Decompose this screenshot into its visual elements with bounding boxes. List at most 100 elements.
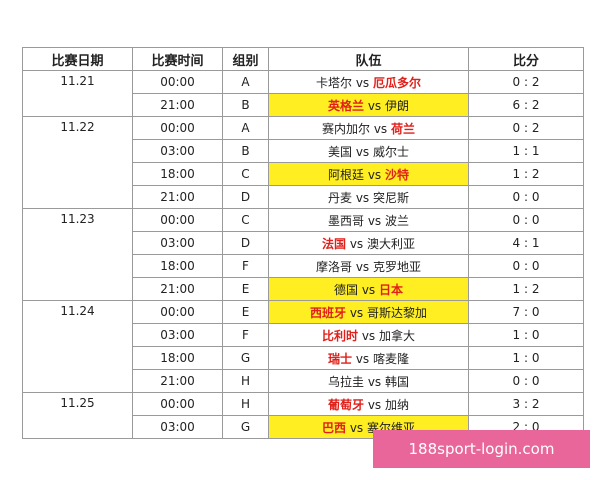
away-team: 沙特 bbox=[385, 167, 410, 182]
vs-label: vs bbox=[349, 305, 364, 320]
group-cell: A bbox=[222, 116, 269, 140]
away-team: 日本 bbox=[379, 282, 404, 297]
group-cell: B bbox=[222, 139, 269, 163]
score-cell: 7 : 0 bbox=[468, 300, 584, 324]
teams-cell: 瑞士 vs 喀麦隆 bbox=[268, 346, 469, 370]
score-cell: 1 : 2 bbox=[468, 162, 584, 186]
vs-label: vs bbox=[355, 351, 370, 366]
score-cell: 4 : 1 bbox=[468, 231, 584, 255]
home-team: 美国 bbox=[327, 144, 352, 159]
header-cell: 队伍 bbox=[268, 47, 469, 71]
time-cell: 21:00 bbox=[132, 93, 223, 117]
schedule-table: 比赛日期 比赛时间 组别 队伍 比分 11.21 00:00 A 卡塔尔 vs 厄瓜多尔 0 :… bbox=[22, 47, 584, 439]
group-cell: F bbox=[222, 254, 269, 278]
group-cell: D bbox=[222, 185, 269, 209]
teams-cell: 赛内加尔 vs 荷兰 bbox=[268, 116, 469, 140]
away-team: 韩国 bbox=[385, 374, 410, 389]
away-team: 伊朗 bbox=[385, 98, 410, 113]
time-cell: 00:00 bbox=[132, 300, 223, 324]
header-row: 比赛日期 比赛时间 组别 队伍 比分 bbox=[22, 47, 584, 71]
teams-cell: 西班牙 vs 哥斯达黎加 bbox=[268, 300, 469, 324]
group-cell: H bbox=[222, 392, 269, 416]
vs-label: vs bbox=[355, 144, 370, 159]
vs-label: vs bbox=[361, 328, 376, 343]
match-row: 11.23 00:00 C 墨西哥 vs 波兰 0 : 0 bbox=[22, 208, 584, 301]
watermark: 188sport-login.com bbox=[373, 430, 590, 468]
teams-cell: 美国 vs 威尔士 bbox=[268, 139, 469, 163]
time-cell: 00:00 bbox=[132, 208, 223, 232]
home-team: 乌拉圭 bbox=[327, 374, 364, 389]
time-cell: 03:00 bbox=[132, 415, 223, 439]
group-cell: C bbox=[222, 208, 269, 232]
teams-cell: 墨西哥 vs 波兰 bbox=[268, 208, 469, 232]
group-cell: B bbox=[222, 93, 269, 117]
date-cell: 11.25 bbox=[22, 392, 133, 439]
match-row: 03:00 B 美国 vs 威尔士 1 : 1 bbox=[23, 139, 584, 163]
home-team: 西班牙 bbox=[309, 305, 346, 320]
match-row: 03:00 F 比利时 vs 加拿大 1 : 0 bbox=[23, 323, 584, 347]
vs-label: vs bbox=[355, 259, 370, 274]
match-row: 21:00 B 英格兰 vs 伊朗 6 : 2 bbox=[23, 93, 584, 117]
away-team: 克罗地亚 bbox=[373, 259, 422, 274]
time-cell: 21:00 bbox=[132, 277, 223, 301]
time-cell: 18:00 bbox=[132, 254, 223, 278]
teams-cell: 摩洛哥 vs 克罗地亚 bbox=[268, 254, 469, 278]
group-cell: F bbox=[222, 323, 269, 347]
score-cell: 0 : 0 bbox=[468, 208, 584, 232]
match-row: 21:00 E 德国 vs 日本 1 : 2 bbox=[23, 277, 584, 301]
home-team: 墨西哥 bbox=[327, 213, 364, 228]
home-team: 法国 bbox=[321, 236, 346, 251]
match-row: 11.24 00:00 E 西班牙 vs 哥斯达黎加 7 : 0 bbox=[22, 300, 584, 393]
teams-cell: 卡塔尔 vs 厄瓜多尔 bbox=[268, 70, 469, 94]
teams-cell: 法国 vs 澳大利亚 bbox=[268, 231, 469, 255]
group-cell: E bbox=[222, 277, 269, 301]
vs-label: vs bbox=[355, 190, 370, 205]
teams-cell: 葡萄牙 vs 加纳 bbox=[268, 392, 469, 416]
score-cell: 1 : 1 bbox=[468, 139, 584, 163]
time-cell: 21:00 bbox=[132, 185, 223, 209]
score-cell: 0 : 0 bbox=[468, 369, 584, 393]
match-row: 18:00 C 阿根廷 vs 沙特 1 : 2 bbox=[23, 162, 584, 186]
score-cell: 3 : 2 bbox=[468, 392, 584, 416]
date-cell: 11.22 bbox=[22, 116, 133, 209]
time-cell: 21:00 bbox=[132, 369, 223, 393]
group-cell: D bbox=[222, 231, 269, 255]
time-cell: 03:00 bbox=[132, 231, 223, 255]
time-cell: 18:00 bbox=[132, 346, 223, 370]
away-team: 哥斯达黎加 bbox=[367, 305, 428, 320]
teams-cell: 乌拉圭 vs 韩国 bbox=[268, 369, 469, 393]
group-cell: H bbox=[222, 369, 269, 393]
vs-label: vs bbox=[349, 420, 364, 435]
table-body: 11.21 00:00 A 卡塔尔 vs 厄瓜多尔 0 : 2 21:00 B 英格兰 vs … bbox=[22, 70, 584, 439]
vs-label: vs bbox=[367, 213, 382, 228]
home-team: 阿根廷 bbox=[327, 167, 364, 182]
vs-label: vs bbox=[349, 236, 364, 251]
score-cell: 0 : 0 bbox=[468, 254, 584, 278]
time-cell: 03:00 bbox=[132, 323, 223, 347]
vs-label: vs bbox=[367, 98, 382, 113]
score-cell: 0 : 2 bbox=[468, 70, 584, 94]
group-cell: C bbox=[222, 162, 269, 186]
vs-label: vs bbox=[355, 75, 370, 90]
teams-cell: 英格兰 vs 伊朗 bbox=[268, 93, 469, 117]
time-cell: 03:00 bbox=[132, 139, 223, 163]
header-cell: 比赛日期 bbox=[22, 47, 133, 71]
away-team: 波兰 bbox=[385, 213, 410, 228]
home-team: 赛内加尔 bbox=[321, 121, 370, 136]
home-team: 巴西 bbox=[321, 420, 346, 435]
away-team: 威尔士 bbox=[373, 144, 410, 159]
home-team: 英格兰 bbox=[327, 98, 364, 113]
score-cell: 6 : 2 bbox=[468, 93, 584, 117]
date-cell: 11.23 bbox=[22, 208, 133, 301]
header-cell: 组别 bbox=[222, 47, 269, 71]
group-cell: A bbox=[222, 70, 269, 94]
time-cell: 00:00 bbox=[132, 70, 223, 94]
home-team: 卡塔尔 bbox=[315, 75, 352, 90]
match-row: 11.25 00:00 H 葡萄牙 vs 加纳 3 : 2 bbox=[22, 392, 584, 439]
vs-label: vs bbox=[367, 374, 382, 389]
teams-cell: 丹麦 vs 突尼斯 bbox=[268, 185, 469, 209]
time-cell: 00:00 bbox=[132, 392, 223, 416]
away-team: 加拿大 bbox=[379, 328, 416, 343]
score-cell: 1 : 0 bbox=[468, 346, 584, 370]
